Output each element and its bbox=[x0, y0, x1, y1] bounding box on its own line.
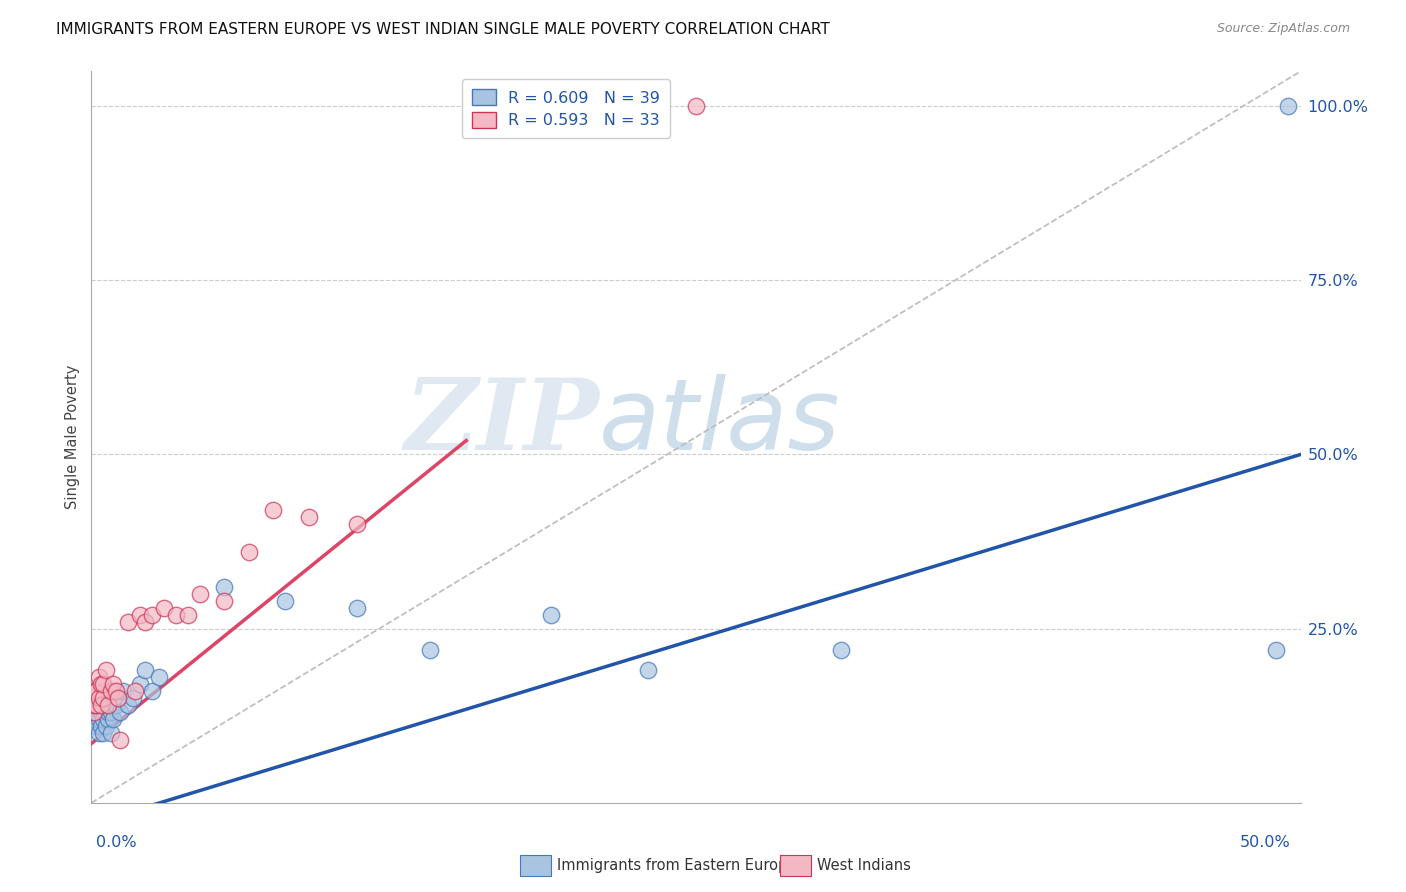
Point bbox=[97, 698, 120, 713]
Point bbox=[87, 670, 110, 684]
Point bbox=[111, 684, 134, 698]
Point bbox=[87, 726, 110, 740]
Point bbox=[90, 698, 112, 713]
Point bbox=[419, 642, 441, 657]
Point bbox=[83, 705, 105, 719]
Point bbox=[107, 691, 129, 706]
Text: West Indians: West Indians bbox=[817, 858, 911, 872]
Point bbox=[84, 691, 107, 706]
Point bbox=[134, 615, 156, 629]
Point bbox=[117, 698, 139, 713]
Point bbox=[83, 698, 105, 713]
Point bbox=[165, 607, 187, 622]
Point bbox=[104, 684, 127, 698]
Point bbox=[685, 99, 707, 113]
Point bbox=[94, 664, 117, 678]
Point bbox=[93, 712, 115, 726]
Point bbox=[262, 503, 284, 517]
Point bbox=[101, 712, 124, 726]
Point bbox=[87, 698, 110, 713]
Legend: R = 0.609   N = 39, R = 0.593   N = 33: R = 0.609 N = 39, R = 0.593 N = 33 bbox=[463, 79, 669, 138]
Point bbox=[124, 684, 146, 698]
Point bbox=[274, 594, 297, 608]
Point bbox=[93, 691, 115, 706]
Point bbox=[134, 664, 156, 678]
Point bbox=[110, 733, 132, 747]
Text: 0.0%: 0.0% bbox=[96, 836, 136, 850]
Point bbox=[1265, 642, 1288, 657]
Point bbox=[637, 664, 659, 678]
Point bbox=[87, 691, 110, 706]
Text: Immigrants from Eastern Europe: Immigrants from Eastern Europe bbox=[557, 858, 796, 872]
Point bbox=[94, 698, 117, 713]
Text: ZIP: ZIP bbox=[405, 375, 599, 471]
Point bbox=[298, 510, 321, 524]
Point bbox=[141, 684, 163, 698]
Point bbox=[90, 705, 112, 719]
Point bbox=[87, 712, 110, 726]
Point bbox=[83, 698, 105, 713]
Point bbox=[93, 726, 115, 740]
Text: 50.0%: 50.0% bbox=[1240, 836, 1291, 850]
Text: IMMIGRANTS FROM EASTERN EUROPE VS WEST INDIAN SINGLE MALE POVERTY CORRELATION CH: IMMIGRANTS FROM EASTERN EUROPE VS WEST I… bbox=[56, 22, 830, 37]
Point bbox=[83, 712, 105, 726]
Point bbox=[84, 705, 107, 719]
Point bbox=[100, 726, 122, 740]
Point bbox=[84, 719, 107, 733]
Text: Source: ZipAtlas.com: Source: ZipAtlas.com bbox=[1216, 22, 1350, 36]
Point bbox=[830, 642, 852, 657]
Point bbox=[128, 607, 150, 622]
Point bbox=[141, 607, 163, 622]
Point bbox=[83, 705, 105, 719]
Point bbox=[101, 677, 124, 691]
Point bbox=[238, 545, 260, 559]
Point bbox=[100, 684, 122, 698]
Y-axis label: Single Male Poverty: Single Male Poverty bbox=[65, 365, 80, 509]
Point bbox=[107, 691, 129, 706]
Point bbox=[117, 615, 139, 629]
Point bbox=[93, 677, 115, 691]
Point bbox=[94, 719, 117, 733]
Point bbox=[83, 684, 105, 698]
Point bbox=[104, 698, 127, 713]
Point bbox=[84, 684, 107, 698]
Point bbox=[110, 705, 132, 719]
Point bbox=[153, 600, 176, 615]
Point bbox=[97, 712, 120, 726]
Point bbox=[540, 607, 562, 622]
Point bbox=[90, 719, 112, 733]
Point bbox=[97, 705, 120, 719]
Point bbox=[177, 607, 200, 622]
Text: atlas: atlas bbox=[599, 374, 841, 471]
Point bbox=[128, 677, 150, 691]
Point bbox=[214, 594, 236, 608]
Point bbox=[100, 705, 122, 719]
Point bbox=[346, 517, 368, 532]
Point bbox=[1277, 99, 1299, 113]
Point bbox=[214, 580, 236, 594]
Point bbox=[84, 698, 107, 713]
Point bbox=[121, 691, 143, 706]
Point bbox=[346, 600, 368, 615]
Point bbox=[148, 670, 170, 684]
Point bbox=[188, 587, 211, 601]
Point bbox=[90, 677, 112, 691]
